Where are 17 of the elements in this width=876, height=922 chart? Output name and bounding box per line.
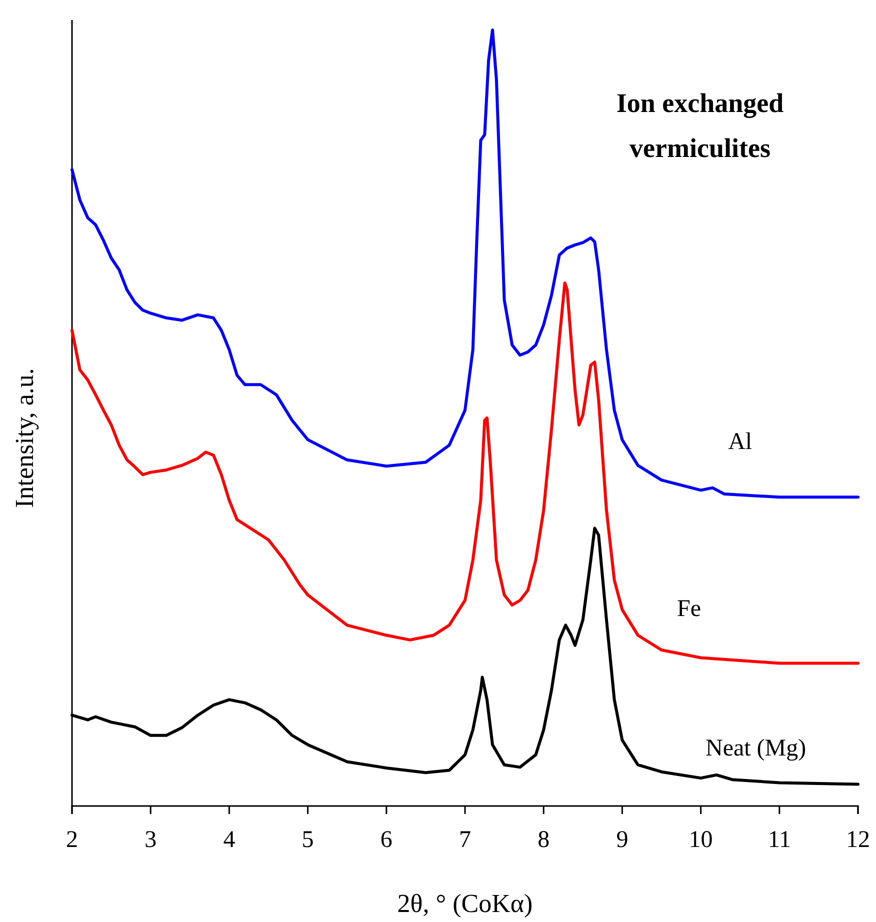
x-tick-label: 4: [223, 827, 236, 854]
x-tick-label: 2: [66, 827, 78, 854]
x-tick-label: 10: [688, 827, 713, 854]
x-axis-title: 2θ, ° (CoKα): [397, 889, 533, 918]
series-label: Al: [728, 429, 752, 456]
x-tick-label: 11: [768, 827, 791, 854]
x-tick-label: 5: [302, 827, 314, 854]
x-tick-label: 8: [538, 827, 550, 854]
y-axis-title: Intensity, a.u.: [10, 368, 39, 508]
text: Ion exchanged vermiculites: [616, 88, 784, 163]
series-label: Fe: [677, 596, 702, 622]
x-tick-label: 12: [846, 827, 870, 854]
x-tick-label: 9: [616, 827, 628, 854]
x-tick-label: 7: [459, 827, 471, 854]
x-tick-label: 6: [380, 827, 392, 854]
series-label: Neat (Mg): [706, 736, 806, 762]
x-tick-label: 3: [144, 827, 157, 854]
